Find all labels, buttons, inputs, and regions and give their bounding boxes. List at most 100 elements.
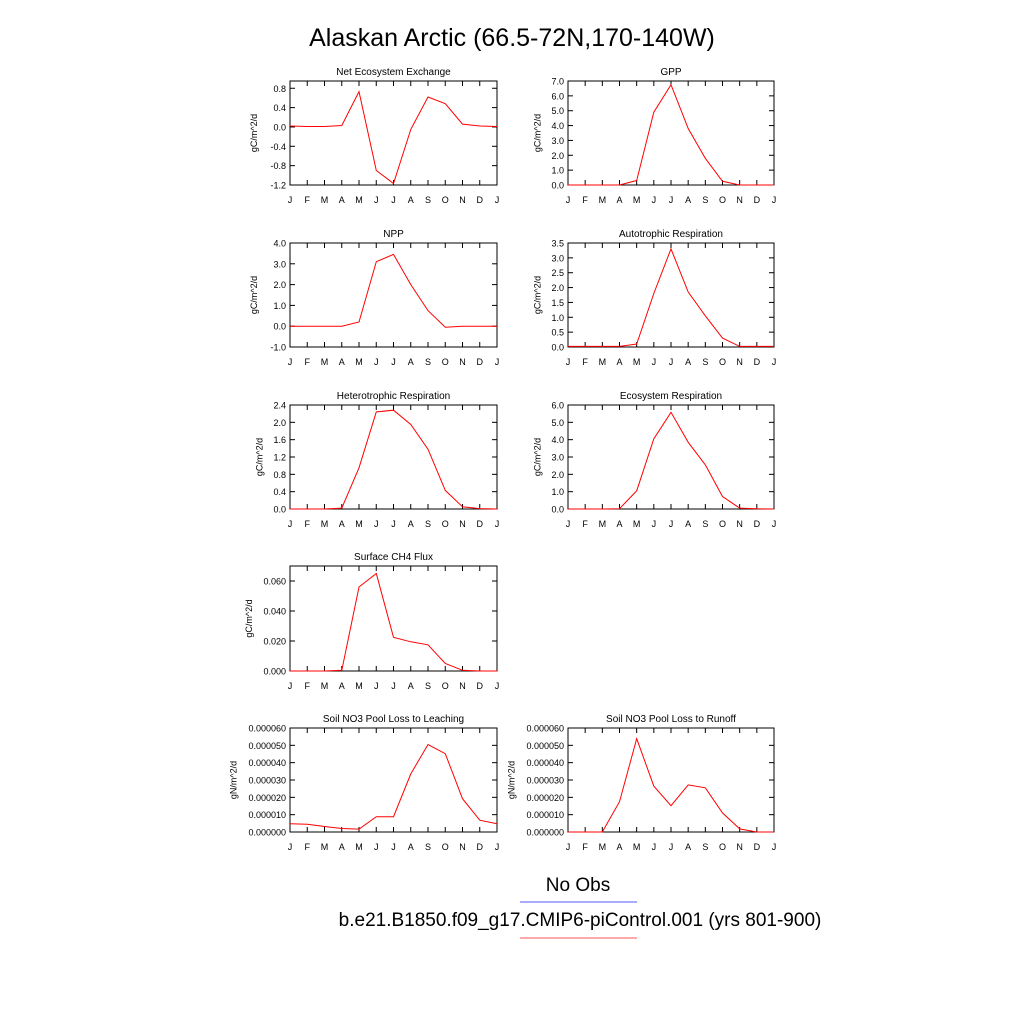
- series-line: [290, 253, 497, 328]
- x-tick-label: A: [616, 357, 622, 367]
- y-tick-label: 2.0: [273, 280, 286, 290]
- y-tick-label: 0.000030: [248, 776, 286, 786]
- y-tick-label: 0.0: [273, 322, 286, 332]
- y-tick-label: 0.000020: [248, 793, 286, 803]
- x-tick-label: O: [719, 519, 726, 529]
- x-tick-label: O: [442, 195, 449, 205]
- x-tick-label: A: [408, 519, 414, 529]
- y-tick-label: 3.0: [273, 259, 286, 269]
- x-tick-label: S: [702, 195, 708, 205]
- x-tick-label: A: [408, 842, 414, 852]
- y-tick-label: 0.000010: [526, 810, 564, 820]
- y-tick-label: 0.0: [551, 505, 564, 515]
- y-tick-label: 0.000030: [526, 776, 564, 786]
- x-tick-label: A: [616, 842, 622, 852]
- x-tick-label: F: [305, 842, 311, 852]
- x-tick-label: A: [339, 357, 345, 367]
- y-tick-label: 0.000000: [526, 828, 564, 838]
- y-tick-label: 6.0: [551, 401, 564, 411]
- y-axis-label: gN/m^2/d: [228, 761, 238, 799]
- x-tick-label: N: [736, 519, 743, 529]
- x-tick-label: D: [477, 357, 484, 367]
- plot-frame: [289, 404, 498, 510]
- x-tick-label: F: [305, 195, 311, 205]
- x-tick-label: J: [495, 357, 500, 367]
- x-tick-label: M: [355, 842, 363, 852]
- x-tick-label: A: [685, 195, 691, 205]
- x-tick-label: M: [321, 681, 329, 691]
- x-tick-label: J: [652, 842, 657, 852]
- x-tick-label: N: [459, 681, 466, 691]
- x-tick-label: J: [288, 357, 293, 367]
- x-tick-label: O: [719, 357, 726, 367]
- x-tick-label: M: [321, 842, 329, 852]
- y-tick-label: 1.6: [273, 435, 286, 445]
- x-tick-label: N: [736, 195, 743, 205]
- x-tick-label: J: [652, 195, 657, 205]
- y-tick-label: -0.8: [270, 161, 286, 171]
- x-tick-label: M: [355, 681, 363, 691]
- x-tick-label: J: [495, 519, 500, 529]
- y-axis-label: gC/m^2/d: [532, 114, 542, 152]
- x-tick-label: M: [599, 357, 607, 367]
- y-axis-label: gC/m^2/d: [532, 438, 542, 476]
- y-axis-label: gC/m^2/d: [254, 438, 264, 476]
- y-tick-label: 3.0: [551, 253, 564, 263]
- x-tick-label: J: [669, 842, 674, 852]
- y-tick-label: 1.0: [551, 166, 564, 176]
- x-tick-label: S: [425, 681, 431, 691]
- x-tick-label: F: [305, 357, 311, 367]
- x-tick-label: J: [288, 195, 293, 205]
- y-tick-label: 0.000040: [526, 758, 564, 768]
- y-tick-label: 1.2: [273, 453, 286, 463]
- series-line: [289, 743, 498, 830]
- y-tick-label: 0.8: [273, 84, 286, 94]
- x-tick-label: J: [495, 195, 500, 205]
- x-tick-label: F: [582, 519, 588, 529]
- y-tick-label: 0.0: [273, 122, 286, 132]
- y-tick-label: 2.0: [551, 283, 564, 293]
- x-tick-label: S: [425, 357, 431, 367]
- y-tick-label: 0.0: [551, 343, 564, 353]
- page-title: Alaskan Arctic (66.5-72N,170-140W): [309, 24, 715, 52]
- x-tick-label: J: [669, 519, 674, 529]
- x-tick-label: S: [425, 519, 431, 529]
- x-tick-label: J: [391, 519, 396, 529]
- x-tick-label: S: [702, 519, 708, 529]
- y-axis-label: gC/m^2/d: [532, 276, 542, 314]
- x-tick-label: F: [305, 519, 311, 529]
- series-line: [290, 572, 497, 672]
- x-tick-label: O: [719, 842, 726, 852]
- x-tick-label: J: [391, 681, 396, 691]
- y-tick-label: -0.4: [270, 142, 286, 152]
- x-tick-label: J: [374, 357, 379, 367]
- x-tick-label: D: [754, 195, 761, 205]
- x-tick-label: N: [459, 519, 466, 529]
- plot-frame: [567, 80, 775, 186]
- y-tick-label: 2.0: [273, 418, 286, 428]
- y-tick-label: 0.000010: [248, 810, 286, 820]
- x-tick-label: F: [582, 842, 588, 852]
- x-tick-label: A: [339, 519, 345, 529]
- x-tick-label: O: [442, 681, 449, 691]
- x-tick-label: J: [374, 681, 379, 691]
- x-tick-label: J: [652, 519, 657, 529]
- x-tick-label: J: [374, 519, 379, 529]
- x-tick-label: N: [459, 357, 466, 367]
- y-tick-label: 0.000040: [248, 758, 286, 768]
- chart-title: NPP: [383, 229, 404, 240]
- plot-frame: [289, 242, 498, 348]
- x-tick-label: M: [355, 195, 363, 205]
- y-tick-label: -1.2: [270, 181, 286, 191]
- x-tick-label: O: [719, 195, 726, 205]
- series-line: [289, 90, 498, 185]
- x-tick-label: N: [459, 195, 466, 205]
- x-tick-label: F: [305, 681, 311, 691]
- x-tick-label: J: [772, 842, 777, 852]
- chart-title: Net Ecosystem Exchange: [336, 67, 451, 78]
- x-tick-label: J: [772, 357, 777, 367]
